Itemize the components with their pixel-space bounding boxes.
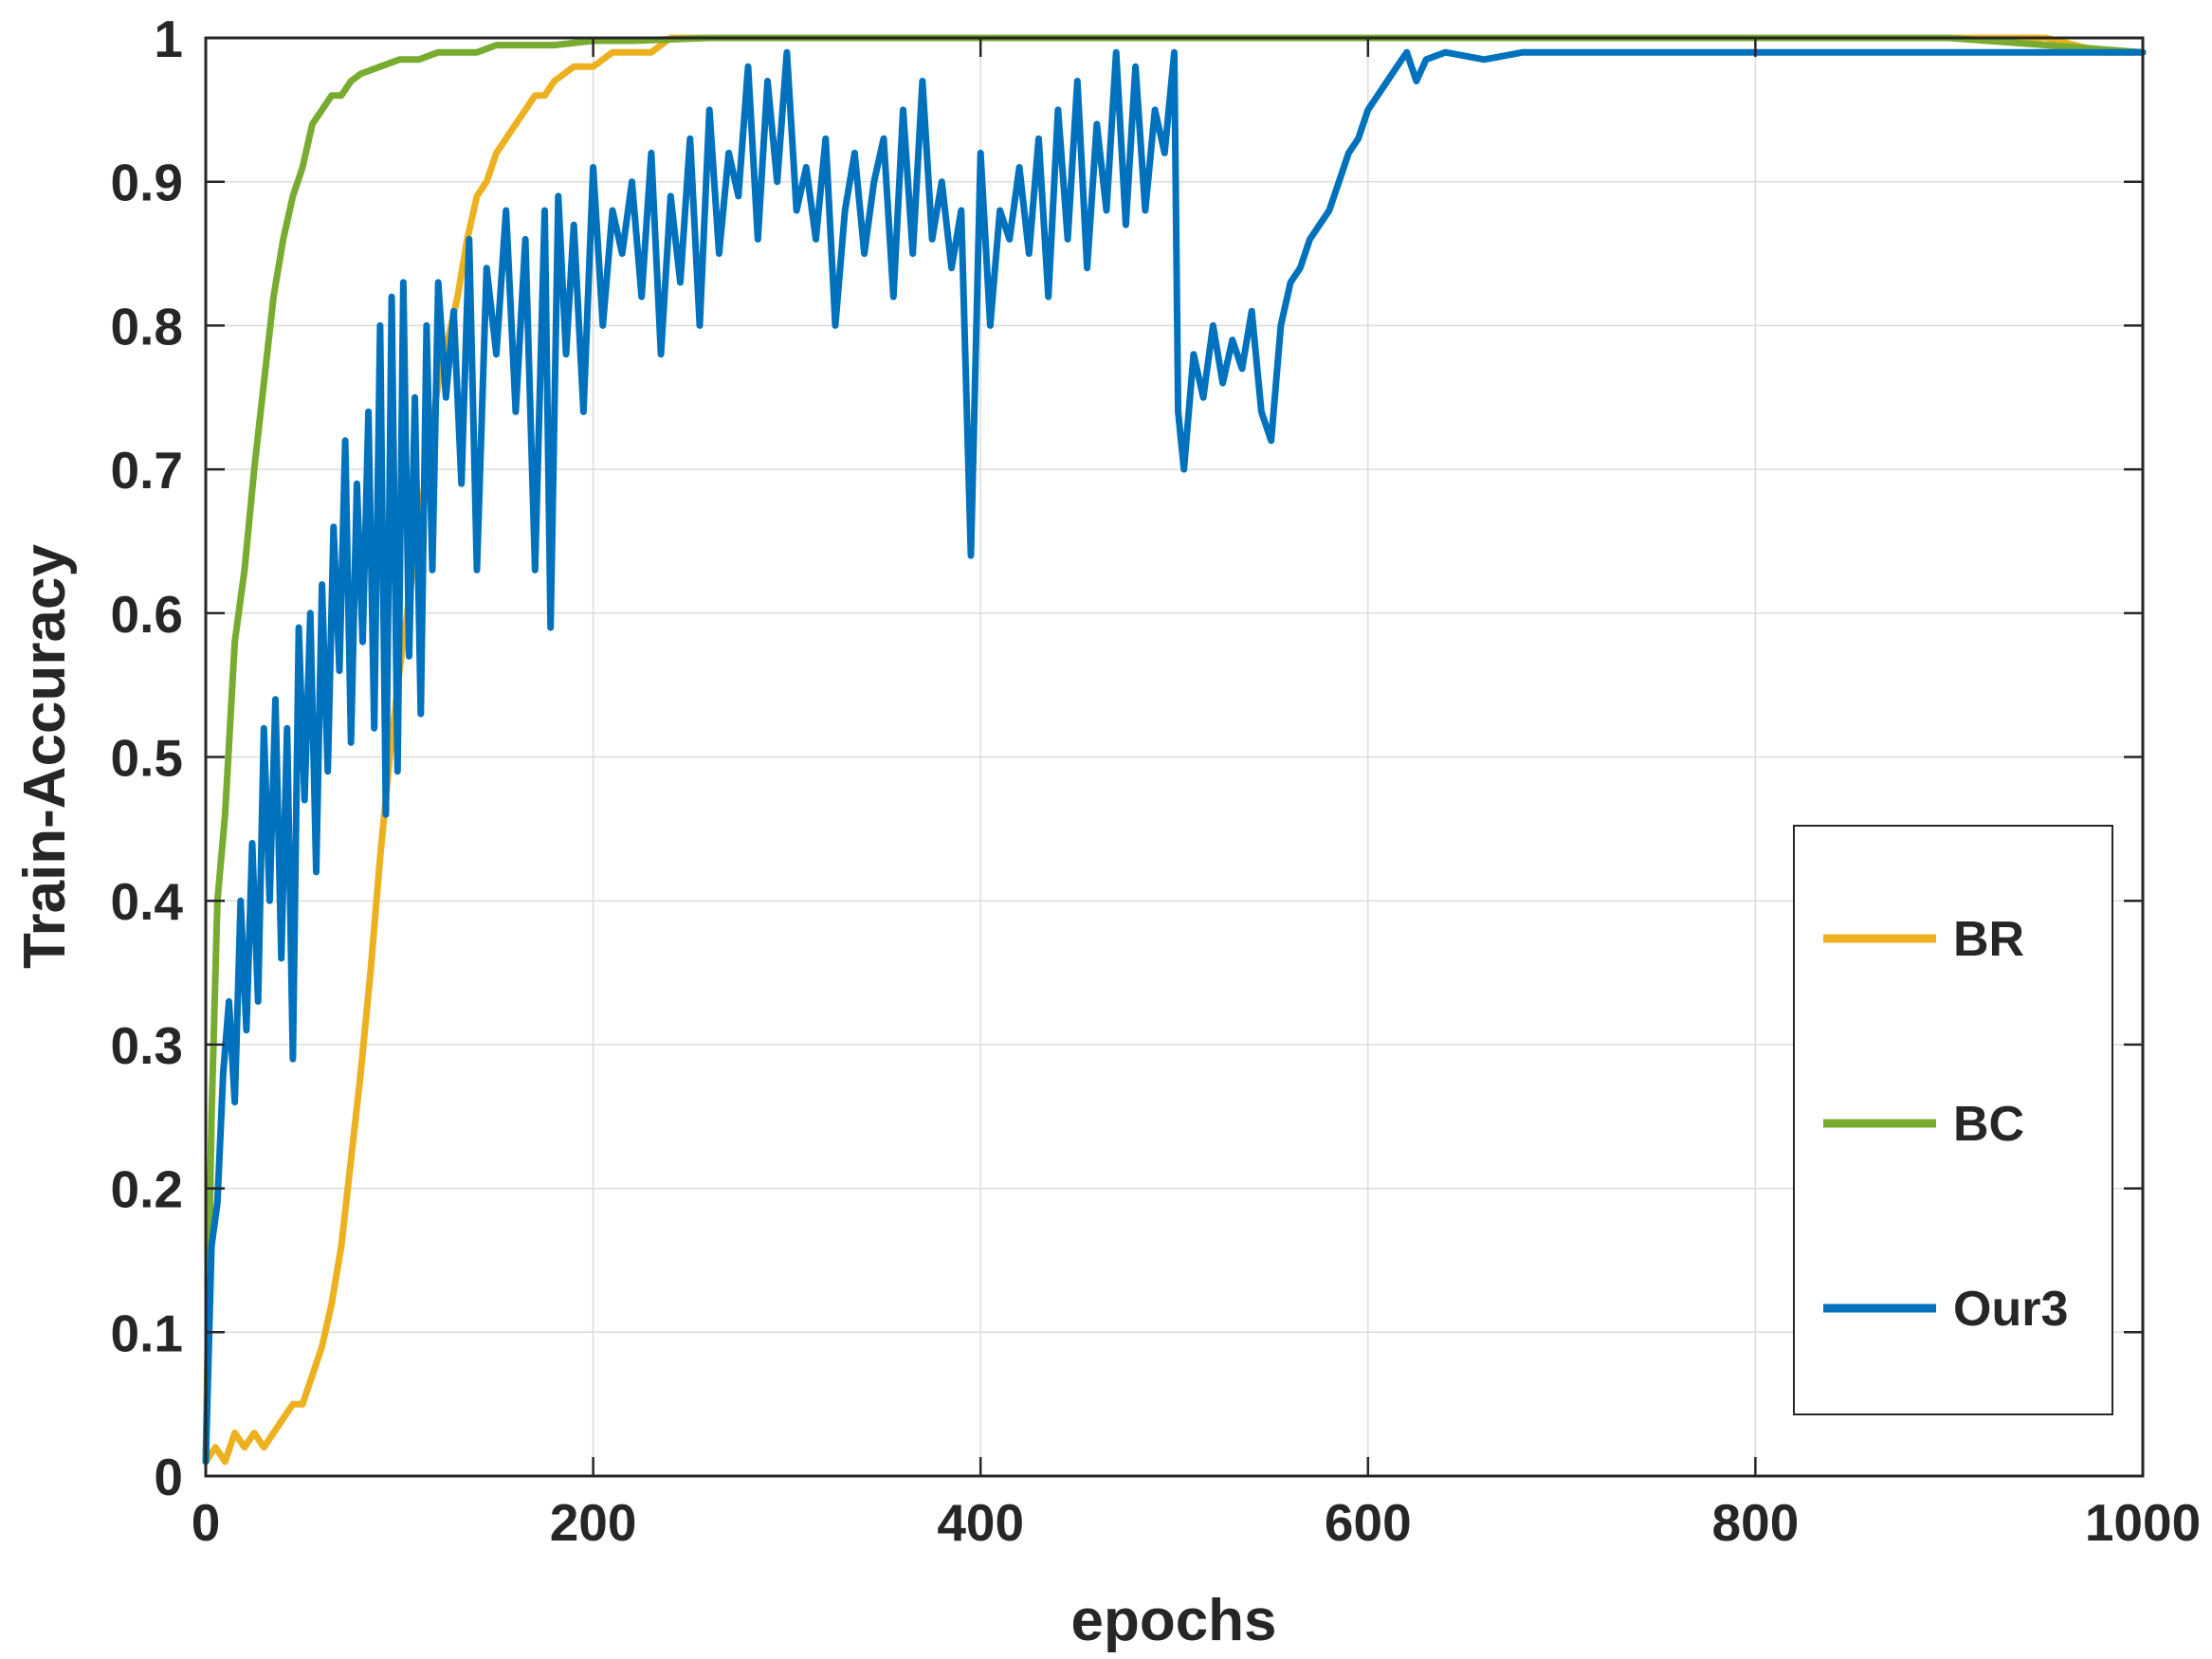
legend-label-our3: Our3 — [1953, 1282, 2068, 1337]
x-tick-label: 600 — [1325, 1493, 1412, 1552]
y-tick-label: 0 — [154, 1448, 183, 1506]
x-tick-label: 0 — [192, 1493, 221, 1552]
x-tick-label: 400 — [937, 1493, 1024, 1552]
y-tick-label: 0.4 — [111, 872, 184, 931]
x-tick-label: 1000 — [2085, 1493, 2201, 1552]
y-tick-label: 0.8 — [111, 297, 183, 356]
y-tick-label: 0.2 — [111, 1160, 183, 1219]
x-tick-label: 800 — [1712, 1493, 1800, 1552]
x-axis-label: epochs — [1070, 1588, 1276, 1653]
y-tick-label: 0.3 — [111, 1016, 183, 1075]
x-tick-label: 200 — [550, 1493, 637, 1552]
y-tick-label: 0.7 — [111, 441, 183, 500]
y-axis-label: Train-Accuracy — [12, 543, 78, 969]
ticks — [204, 36, 2145, 1478]
x-tick-labels: 0 200 400 600 800 1000 — [192, 1493, 2201, 1552]
legend-label-bc: BC — [1953, 1097, 2024, 1152]
y-tick-labels: 0 0.1 0.2 0.3 0.4 0.5 0.6 0.7 0.8 0.9 1 — [111, 9, 184, 1506]
y-tick-label: 0.9 — [111, 154, 183, 212]
legend-label-br: BR — [1953, 912, 2024, 967]
y-tick-label: 0.1 — [111, 1304, 183, 1362]
series-line-our3 — [202, 48, 2147, 1466]
legend: BR BC Our3 — [1793, 825, 2113, 1415]
y-tick-label: 0.5 — [111, 729, 183, 788]
y-tick-label: 1 — [154, 9, 183, 68]
y-tick-label: 0.6 — [111, 585, 183, 644]
